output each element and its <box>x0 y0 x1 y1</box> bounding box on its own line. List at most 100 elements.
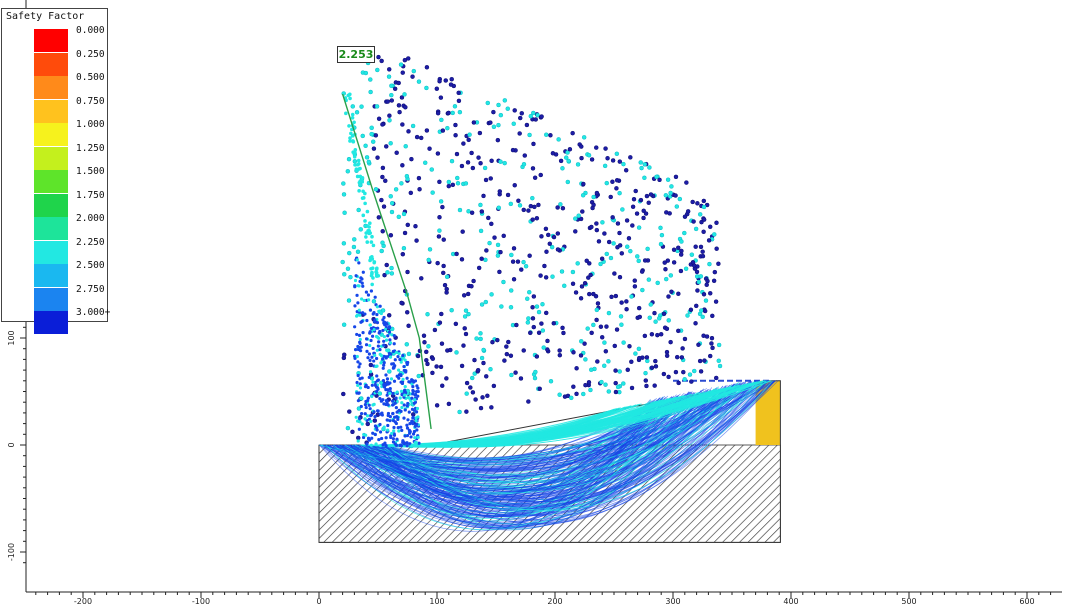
grid-point <box>459 163 465 169</box>
slip-surface <box>386 380 773 511</box>
grid-point <box>584 258 589 264</box>
grid-point <box>653 319 658 324</box>
grid-point <box>394 396 398 400</box>
grid-point <box>372 310 376 315</box>
grid-point <box>619 251 625 256</box>
grid-point <box>497 189 503 194</box>
grid-point <box>370 334 375 338</box>
grid-point <box>586 380 592 385</box>
grid-point <box>400 428 404 433</box>
grid-point <box>368 330 372 334</box>
grid-point <box>676 291 681 297</box>
grid-point <box>367 403 371 407</box>
grid-point <box>394 150 399 156</box>
grid-point <box>643 370 648 376</box>
grid-point <box>618 314 624 319</box>
grid-point <box>386 313 392 318</box>
grid-point <box>380 122 385 127</box>
grid-point <box>360 133 365 139</box>
grid-point <box>676 380 681 386</box>
grid-point <box>414 440 419 445</box>
grid-point <box>368 89 373 95</box>
grid-point <box>370 355 374 359</box>
grid-point <box>379 430 383 434</box>
grid-point <box>362 298 366 303</box>
grid-point <box>363 143 368 149</box>
grid-point <box>421 333 427 338</box>
grid-point <box>562 283 567 289</box>
grid-point <box>516 198 521 204</box>
grid-point <box>376 386 380 390</box>
grid-point <box>596 239 602 244</box>
grid-point <box>525 296 530 301</box>
grid-point <box>360 176 365 180</box>
grid-point <box>550 151 556 156</box>
grid-point <box>573 290 579 295</box>
grid-point <box>357 261 361 265</box>
grid-point <box>399 95 405 100</box>
grid-point <box>532 204 537 210</box>
grid-point <box>461 141 466 146</box>
grid-point <box>621 381 626 386</box>
grid-point <box>461 293 467 298</box>
grid-point <box>450 182 456 188</box>
grid-point <box>604 324 609 329</box>
grid-point <box>551 234 557 240</box>
grid-point <box>603 382 608 387</box>
grid-point <box>567 147 573 152</box>
grid-point <box>348 136 352 140</box>
grid-point <box>417 441 421 445</box>
grid-point <box>351 139 355 143</box>
grid-point <box>411 385 415 389</box>
grid-point <box>413 393 417 397</box>
grid-point <box>413 223 418 229</box>
grid-point <box>352 120 356 125</box>
grid-point <box>602 163 608 169</box>
grid-point <box>521 207 527 213</box>
grid-point <box>570 130 575 136</box>
grid-point <box>614 186 619 191</box>
grid-point <box>356 360 360 364</box>
grid-point <box>418 135 424 141</box>
grid-point <box>637 355 642 361</box>
slip-surface <box>377 380 769 488</box>
grid-point <box>642 333 648 339</box>
grid-point <box>360 196 365 200</box>
slip-surface <box>356 395 669 482</box>
grid-point <box>388 194 393 199</box>
slip-surface <box>384 397 660 500</box>
grid-point <box>386 74 392 79</box>
grid-point <box>398 62 404 67</box>
grid-point <box>341 391 346 397</box>
grid-point <box>558 158 564 164</box>
grid-point <box>403 408 407 412</box>
grid-point <box>358 179 363 183</box>
x-tick-label: -200 <box>74 597 92 606</box>
grid-point <box>659 232 665 238</box>
grid-point <box>377 391 383 396</box>
grid-point <box>389 377 394 381</box>
grid-point <box>606 389 612 394</box>
grid-point <box>378 422 382 427</box>
grid-point <box>542 263 547 269</box>
grid-point <box>508 353 514 358</box>
grid-point <box>573 229 578 234</box>
grid-point <box>393 442 397 446</box>
grid-point <box>440 204 445 210</box>
grid-point <box>404 369 408 373</box>
grid-point <box>700 314 705 320</box>
grid-point <box>407 428 411 432</box>
grid-point <box>617 230 622 236</box>
grid-point <box>508 304 514 310</box>
grid-point <box>617 369 622 374</box>
grid-point <box>399 380 403 384</box>
grid-point <box>391 349 395 354</box>
grid-point <box>526 208 531 213</box>
grid-point <box>594 317 599 323</box>
grid-point <box>405 56 411 61</box>
slip-surface <box>322 384 728 491</box>
grid-point <box>647 165 652 170</box>
grid-point <box>668 190 673 196</box>
grid-point <box>416 394 420 398</box>
grid-point <box>356 419 360 423</box>
